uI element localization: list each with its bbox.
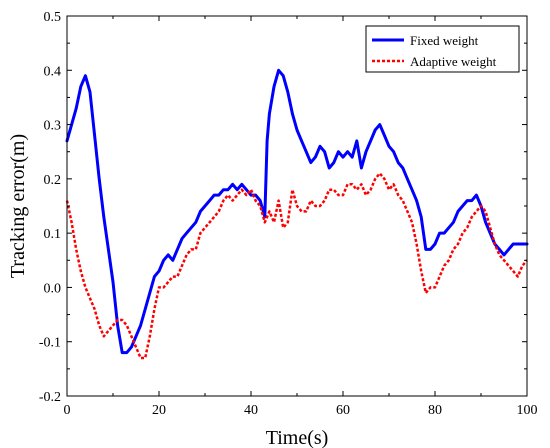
y-tick-label: 0.0: [44, 281, 62, 296]
x-tick-label: 0: [64, 403, 71, 418]
y-tick-label: -0.2: [39, 390, 61, 405]
y-tick-label: 0.2: [44, 173, 62, 188]
series-line-adaptive-weight: [65, 172, 528, 360]
x-tick-label: 100: [517, 403, 538, 418]
legend-label-fixed-weight: Fixed weight: [410, 33, 479, 48]
y-tick-label: 0.1: [44, 227, 62, 242]
y-tick-label: -0.1: [39, 336, 61, 351]
x-tick-label: 60: [336, 403, 350, 418]
x-tick-label: 40: [244, 403, 258, 418]
x-axis-title: Time(s): [266, 427, 329, 448]
y-tick-label: 0.4: [44, 64, 62, 79]
tick-layer: 0 20 40 60 80 100 -0.2 -0.1 0.0 0.1 0.2 0.3 0.4 0.5: [39, 10, 538, 418]
x-tick-label: 80: [428, 403, 442, 418]
legend: Fixed weight Adaptive weight: [365, 25, 520, 73]
y-axis-title: Tracking error(m): [7, 134, 29, 278]
y-tick-label: 0.3: [44, 119, 62, 134]
x-tick-label: 20: [152, 403, 166, 418]
y-tick-label: 0.5: [44, 10, 62, 25]
series-layer: [65, 68, 529, 360]
legend-label-adaptive-weight: Adaptive weight: [410, 54, 497, 69]
legend-box: [365, 25, 520, 73]
series-line-fixed-weight: [65, 68, 529, 355]
